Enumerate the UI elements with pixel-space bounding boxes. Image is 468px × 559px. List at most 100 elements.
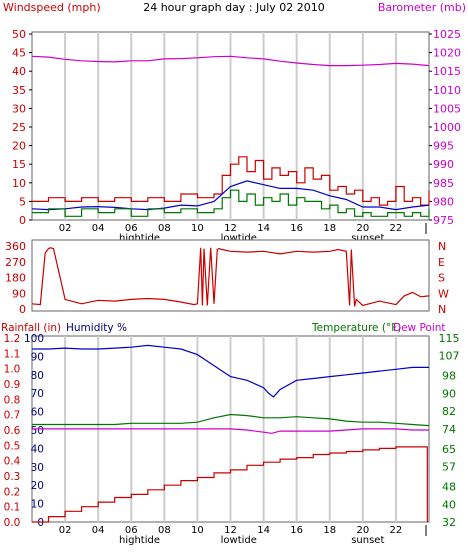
humidity-axis-label: Humidity %: [66, 322, 127, 334]
barometer-tick-label: 980: [433, 195, 454, 208]
wind-barometer-panel: 0510152025303540455097598098599099510001…: [12, 28, 461, 244]
hour-tick-label: 14: [257, 223, 270, 234]
rainfall-axis-label: Rainfall (in): [1, 322, 61, 334]
hour-tick-label: 02: [59, 223, 72, 234]
hour-tick-label: 12: [224, 525, 237, 536]
hour-tick-label: 04: [92, 525, 105, 536]
hour-tick-label: 20: [356, 223, 369, 234]
hour-tick-label: 10: [191, 223, 204, 234]
hour-tick-label: 06: [125, 525, 138, 536]
rain-humidity-temperature-panel: 0.0 0.1 0.2 0.3 0.4 0.5 0.6 0.7 0.8 0.9 1.0 1.1 1.2 0…: [4, 332, 460, 546]
hour-tick-label: 10: [191, 525, 204, 536]
series-line-gust: [32, 156, 430, 206]
temperature-tick-label: 57: [442, 461, 456, 474]
plot-frame: [31, 239, 430, 312]
compass-tick-label: W: [438, 287, 449, 300]
dewpoint-axis-label: Dew Point: [393, 322, 446, 334]
rainfall-tick-label: 0.5: [4, 440, 21, 452]
hour-tick-label: 16: [290, 525, 303, 536]
series-line-temperature: [32, 413, 430, 427]
tide-label: hightide: [119, 233, 160, 244]
hour-tick-label: 20: [356, 525, 369, 536]
humidity-tick-label: 40: [31, 443, 44, 455]
temperature-tick-label: 65: [442, 443, 456, 456]
barometer-tick-label: 1005: [433, 102, 461, 115]
hour-tick-label: 08: [158, 223, 171, 234]
hour-tick-label: 22: [390, 223, 403, 234]
humidity-tick-label: 50: [31, 425, 44, 437]
windspeed-tick-label: 40: [12, 65, 26, 78]
compass-tick-label: S: [438, 272, 445, 285]
temperature-tick-label: 115: [439, 332, 460, 345]
compass-tick-label: N: [438, 240, 446, 253]
humidity-tick-label: 70: [31, 388, 44, 400]
temperature-tick-label: 74: [442, 423, 456, 436]
hour-tick-label: 12: [224, 223, 237, 234]
barometer-tick-label: 1000: [433, 121, 461, 134]
hour-tick-label: 18: [323, 223, 336, 234]
tide-label: sunset: [351, 233, 384, 244]
barometer-tick-label: 1025: [433, 28, 461, 41]
rainfall-tick-label: 1.1: [4, 348, 21, 360]
tide-label: sunset: [351, 535, 384, 546]
series-line-average: [31, 180, 430, 211]
barometer-tick-label: 1010: [433, 84, 461, 97]
windspeed-axis-label: Windspeed (mph): [3, 1, 101, 14]
series-line-barometer: [31, 55, 430, 67]
barometer-tick-label: 985: [433, 177, 454, 190]
windspeed-tick-label: 50: [12, 28, 26, 41]
windspeed-tick-label: 0: [19, 214, 26, 227]
humidity-tick-label: 100: [24, 333, 44, 345]
direction-tick-label: 0: [19, 303, 26, 316]
barometer-tick-label: 1015: [433, 65, 461, 78]
hour-tick-label: 22: [390, 525, 403, 536]
compass-tick-label: N: [438, 303, 446, 316]
series-line-rainfall: [32, 446, 428, 523]
temperature-tick-label: 90: [442, 387, 456, 400]
rainfall-tick-label: 1.0: [4, 364, 21, 376]
rainfall-tick-label: 0.4: [4, 456, 21, 468]
humidity-tick-label: 60: [31, 407, 44, 419]
direction-tick-label: 180: [5, 272, 26, 285]
rainfall-tick-label: 0.7: [4, 410, 21, 422]
humidity-tick-label: 10: [31, 499, 44, 511]
humidity-tick-label: 90: [31, 351, 44, 363]
humidity-tick-label: 0: [37, 517, 44, 529]
chart-title: 24 hour graph day : July 02 2010: [143, 1, 325, 14]
windspeed-tick-label: 5: [19, 195, 26, 208]
windspeed-tick-label: 35: [12, 84, 26, 97]
series-line-dew-point: [32, 428, 429, 434]
series-line-wind-direction: [31, 247, 430, 307]
windspeed-tick-label: 15: [12, 158, 26, 171]
compass-tick-label: E: [438, 256, 445, 269]
direction-tick-label: 270: [5, 256, 26, 269]
direction-tick-label: 360: [5, 240, 26, 253]
tide-label: lowtide: [221, 535, 257, 546]
temperature-tick-label: 48: [442, 481, 456, 494]
windspeed-tick-label: 20: [12, 140, 26, 153]
hour-tick-label: 08: [158, 525, 171, 536]
barometer-tick-label: 990: [433, 158, 454, 171]
temperature-tick-label: 98: [442, 370, 456, 383]
humidity-tick-label: 80: [31, 370, 44, 382]
barometer-tick-label: 1020: [433, 47, 461, 60]
hour-tick-label: 16: [290, 223, 303, 234]
rainfall-tick-label: 0.0: [4, 517, 21, 529]
windspeed-tick-label: 25: [12, 121, 26, 134]
rainfall-tick-label: 0.2: [4, 486, 21, 498]
temperature-tick-label: 82: [442, 405, 456, 418]
direction-tick-label: 90: [12, 287, 26, 300]
series-line-wind: [32, 189, 430, 217]
humidity-tick-label: 20: [31, 480, 44, 492]
temperature-tick-label: 40: [442, 498, 456, 511]
hour-tick-label: 02: [59, 525, 72, 536]
rainfall-tick-label: 0.6: [4, 425, 21, 437]
rainfall-tick-label: 1.2: [4, 333, 21, 345]
hour-tick-label: 14: [257, 525, 270, 536]
rainfall-tick-label: 0.3: [4, 471, 21, 483]
humidity-tick-label: 30: [31, 462, 44, 474]
hour-tick-label: 04: [92, 223, 105, 234]
rainfall-tick-label: 0.1: [4, 502, 21, 514]
temperature-tick-label: 107: [439, 350, 460, 363]
